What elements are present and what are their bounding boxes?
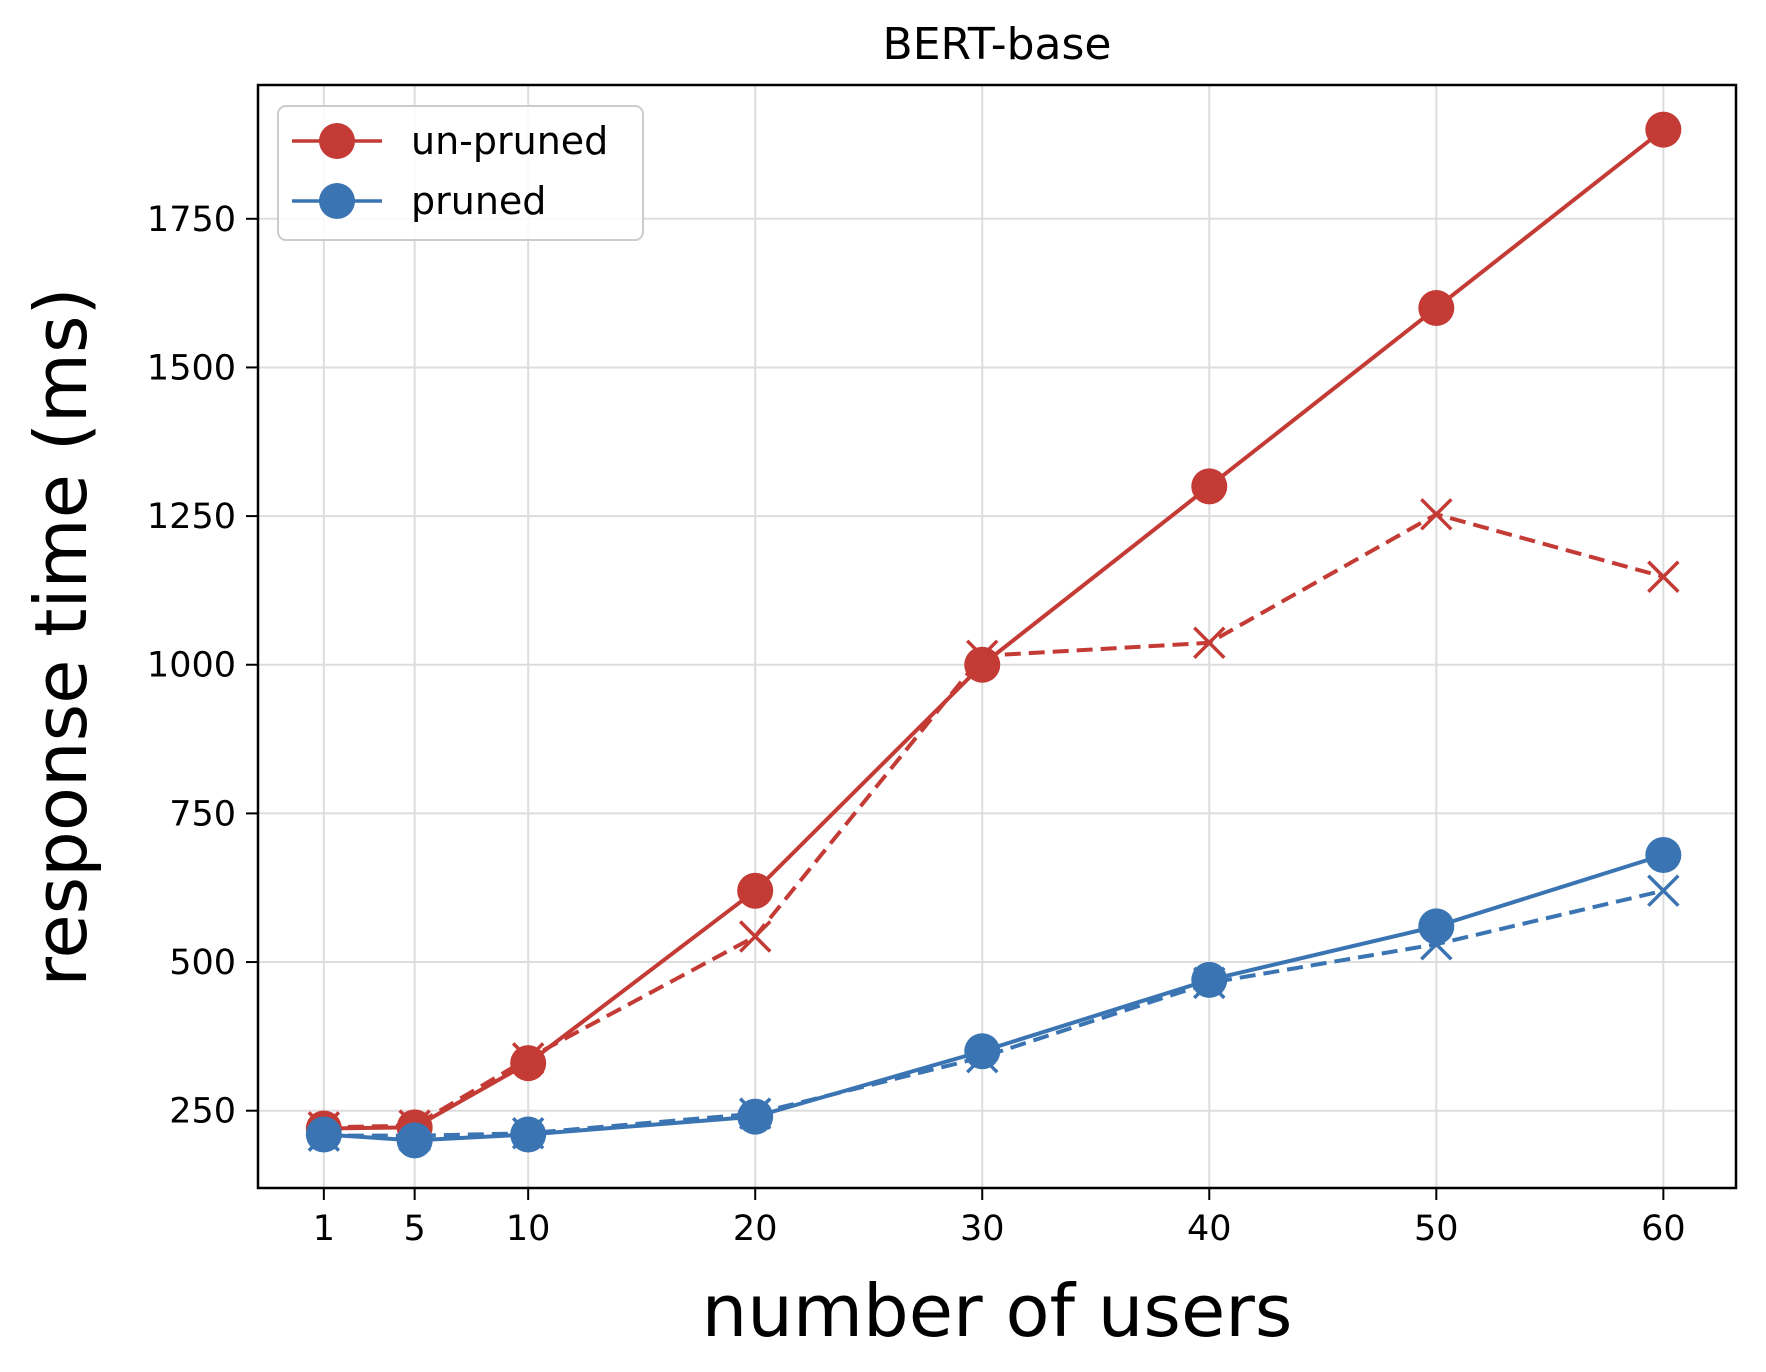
series-3-dashed-point	[1647, 874, 1680, 907]
series-2-solid-line	[323, 853, 1664, 1143]
y-tick-label: 500	[169, 943, 236, 983]
plot-frame	[256, 83, 1738, 1190]
series-0-solid-point	[1191, 468, 1228, 505]
series-2-solid	[305, 837, 1682, 1159]
series-0-solid-point	[964, 646, 1001, 683]
plot-series	[305, 111, 1682, 1159]
y-tick-label: 750	[169, 794, 236, 834]
legend-marker-pruned	[319, 183, 355, 219]
series-2-solid-point	[305, 1116, 342, 1153]
x-tick-label: 20	[733, 1209, 778, 1249]
x-tick-label: 30	[960, 1209, 1005, 1249]
legend-label-un-pruned: un-pruned	[411, 119, 608, 163]
series-2-solid-point	[737, 1098, 774, 1135]
legend-label-pruned: pruned	[411, 179, 546, 223]
grid	[258, 85, 1736, 1188]
x-tick-label: 1	[313, 1209, 335, 1249]
series-2-solid-point	[964, 1033, 1001, 1070]
series-0-solid-point	[737, 872, 774, 909]
y-tick-label: 1500	[147, 348, 236, 388]
series-1-dashed-point	[1193, 626, 1226, 659]
x-tick-label: 60	[1641, 1209, 1686, 1249]
series-1-dashed-line	[323, 512, 1664, 1130]
x-tick-label: 10	[506, 1209, 551, 1249]
legend: un-pruned pruned	[277, 105, 644, 241]
series-0-solid-point	[510, 1045, 547, 1082]
y-axis-title: response time (ms)	[19, 287, 103, 986]
x-tick-label: 5	[404, 1209, 426, 1249]
series-2-solid-point	[1191, 961, 1228, 998]
axis-ticks: 1 5 10 20 30 40 50 60 250 500 750 1000 1250 1500 1750	[147, 200, 1686, 1249]
legend-marker-un-pruned	[319, 123, 355, 159]
series-2-solid-point	[396, 1122, 433, 1159]
y-tick-label: 1250	[147, 497, 236, 537]
series-0-solid-point	[1645, 111, 1682, 148]
y-tick-label: 1000	[147, 646, 236, 686]
series-2-solid-point	[1418, 908, 1455, 945]
chart-title: BERT-base	[883, 19, 1112, 70]
y-tick-label: 1750	[147, 200, 236, 240]
series-0-solid-point	[1418, 289, 1455, 326]
x-tick-label: 50	[1414, 1209, 1459, 1249]
series-3-dashed-line	[323, 888, 1664, 1138]
series-1-dashed-point	[1647, 560, 1680, 593]
x-tick-label: 40	[1187, 1209, 1232, 1249]
series-0-solid-line	[323, 128, 1665, 1131]
series-2-solid-point	[510, 1116, 547, 1153]
x-axis-title: number of users	[702, 1269, 1293, 1353]
series-1-dashed-point	[1420, 498, 1453, 531]
series-1-dashed-point	[738, 920, 772, 953]
series-2-solid-point	[1645, 837, 1682, 874]
y-tick-label: 250	[169, 1092, 236, 1132]
